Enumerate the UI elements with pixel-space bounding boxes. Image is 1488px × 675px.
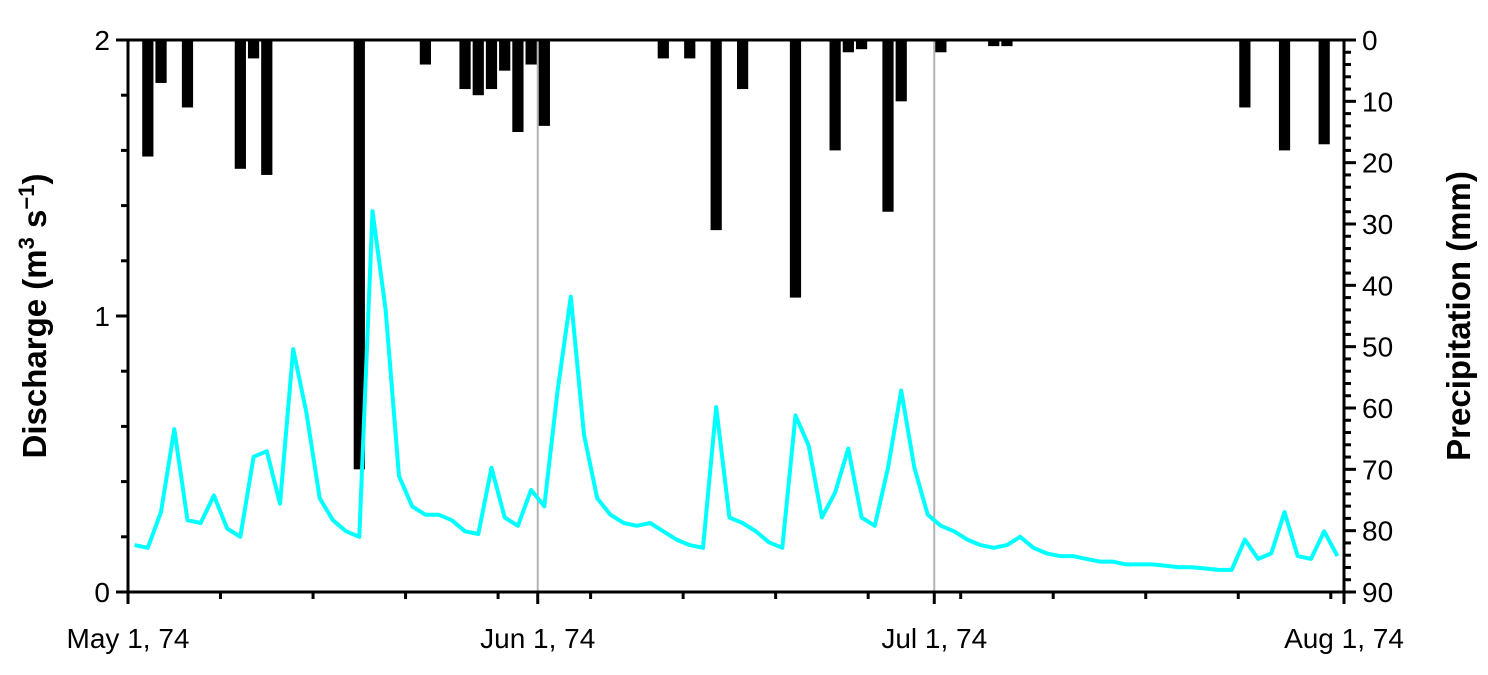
- precipitation-bar: [1318, 40, 1330, 145]
- right-axis-tick-label: 30: [1362, 209, 1393, 240]
- right-axis-ticks: 0 10 20 30 40 50 60 70 80 90: [1344, 25, 1393, 608]
- precipitation-bar: [419, 40, 431, 65]
- right-axis-tick-label: 70: [1362, 454, 1393, 485]
- precipitation-bar: [1278, 40, 1291, 151]
- precipitation-bar: [855, 40, 868, 50]
- precipitation-bar: [988, 40, 1000, 47]
- precipitation-bar: [353, 40, 365, 470]
- precipitation-bars: [142, 40, 1330, 470]
- right-axis-title: Precipitation (mm): [1440, 171, 1477, 461]
- precipitation-bar: [472, 40, 484, 96]
- precipitation-bar: [234, 40, 246, 169]
- precipitation-bar: [181, 40, 194, 108]
- left-axis-tick-label: 1: [94, 301, 110, 332]
- precipitation-bar: [710, 40, 722, 231]
- right-axis-tick-label: 40: [1362, 270, 1393, 301]
- right-axis-tick-label: 20: [1362, 148, 1393, 179]
- precipitation-bar: [935, 40, 947, 53]
- left-axis-title: Discharge (m3 s−1): [14, 174, 53, 459]
- gridlines: [536, 40, 936, 592]
- right-axis-tick-label: 50: [1362, 332, 1393, 363]
- discharge-line: [134, 209, 1340, 572]
- precipitation-bar: [142, 40, 154, 157]
- precipitation-bar: [247, 40, 260, 59]
- precipitation-bar: [882, 40, 894, 212]
- precipitation-bar: [499, 40, 511, 71]
- x-axis-tick-label: Aug 1, 74: [1284, 623, 1404, 654]
- precipitation-bar: [737, 40, 749, 90]
- x-axis-tick-label: May 1, 74: [67, 623, 190, 654]
- precipitation-bar: [525, 40, 537, 65]
- precipitation-bar: [485, 40, 498, 90]
- precipitation-bar: [789, 40, 802, 298]
- right-axis-tick-label: 10: [1362, 86, 1393, 117]
- precipitation-bar: [459, 40, 471, 90]
- left-axis-ticks: 0 1 2: [94, 25, 128, 608]
- left-axis-tick-label: 0: [94, 577, 110, 608]
- right-axis-tick-label: 80: [1362, 516, 1393, 547]
- precipitation-bar: [538, 40, 550, 126]
- precipitation-bar: [512, 40, 524, 132]
- x-axis-tick-label: Jul 1, 74: [881, 623, 987, 654]
- precipitation-bar: [842, 40, 854, 53]
- x-axis-tick-label: Jun 1, 74: [480, 623, 595, 654]
- precipitation-bar: [155, 40, 167, 83]
- precipitation-bar: [1001, 40, 1013, 47]
- precipitation-bar: [657, 40, 669, 59]
- precipitation-bar: [261, 40, 273, 175]
- right-axis-tick-label: 0: [1362, 25, 1378, 56]
- right-axis-tick-label: 90: [1362, 577, 1393, 608]
- plot-frame: [126, 38, 1346, 594]
- precipitation-bar: [895, 40, 907, 102]
- precipitation-bar: [684, 40, 696, 59]
- x-axis-ticks: May 1, 74 Jun 1, 74 Jul 1, 74 Aug 1, 74: [67, 592, 1404, 654]
- precipitation-bar: [1239, 40, 1251, 108]
- right-axis-tick-label: 60: [1362, 393, 1393, 424]
- precipitation-bar: [829, 40, 841, 151]
- left-axis-tick-label: 2: [94, 25, 110, 56]
